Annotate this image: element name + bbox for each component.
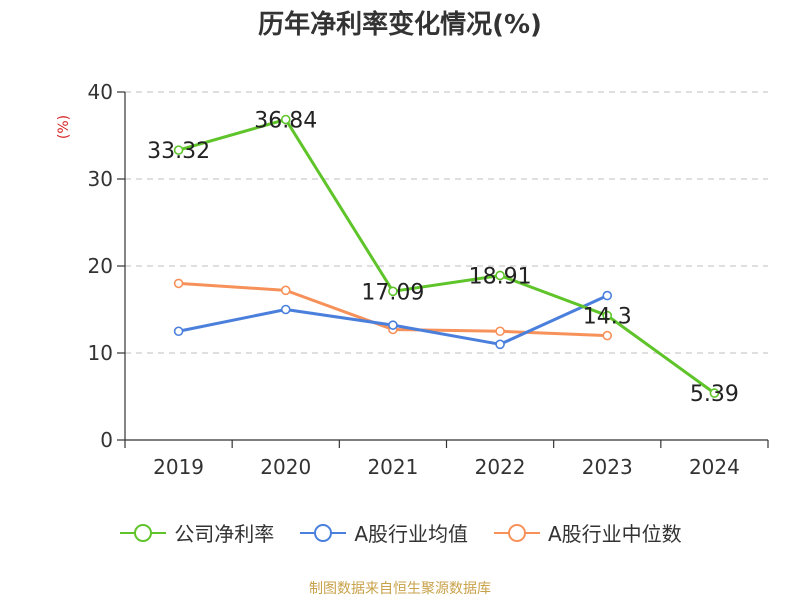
legend-label: A股行业中位数 — [548, 522, 682, 546]
chart-title: 历年净利率变化情况(%) — [258, 9, 542, 40]
data-point — [602, 290, 613, 301]
legend-marker — [494, 523, 540, 542]
y-tick-label: 0 — [100, 428, 113, 452]
data-label: 14.3 — [583, 305, 632, 330]
data-point — [173, 326, 184, 337]
legend-marker — [120, 523, 167, 542]
series-line — [178, 117, 716, 395]
source-footer: 制图数据来自恒生聚源数据库 — [309, 581, 491, 597]
legend-item[interactable]: A股行业均值 — [298, 518, 468, 547]
x-tick-label: 2022 — [475, 455, 526, 479]
data-point — [280, 114, 291, 125]
x-tick-label: 2020 — [260, 455, 311, 479]
x-tick-label: 2019 — [153, 455, 204, 479]
legend-label: 公司净利率 — [174, 522, 275, 546]
data-point — [173, 145, 184, 155]
x-tick-label: 2021 — [367, 455, 418, 479]
legend-marker — [300, 523, 347, 542]
data-point — [602, 330, 613, 341]
data-label: 5.39 — [690, 382, 739, 407]
data-point — [495, 270, 505, 281]
x-tick-label: 2023 — [582, 455, 633, 479]
data-point — [495, 339, 505, 350]
data-point — [173, 278, 184, 289]
y-tick-label: 40 — [88, 80, 113, 104]
data-point — [388, 320, 398, 330]
data-point — [495, 326, 505, 337]
y-tick-label: 20 — [88, 254, 113, 278]
legend-label: A股行业均值 — [354, 522, 468, 546]
data-point — [280, 285, 291, 296]
data-label: 18.91 — [469, 264, 532, 289]
data-label: 17.09 — [361, 280, 424, 305]
data-label: 33.32 — [147, 139, 210, 164]
data-point — [280, 304, 291, 315]
y-axis-label: (%) — [56, 115, 72, 139]
y-tick-label: 30 — [88, 167, 113, 191]
legend-item[interactable]: 公司净利率 — [118, 518, 274, 547]
data-point — [709, 388, 720, 398]
legend-circle — [134, 523, 153, 542]
legend-item[interactable]: A股行业中位数 — [492, 518, 682, 547]
legend: 公司净利率 A股行业均值 A股行业中位数 — [0, 518, 800, 547]
legend-circle — [508, 523, 526, 542]
data-point — [388, 286, 398, 297]
y-tick-label: 10 — [88, 341, 113, 365]
data-label: 36.84 — [254, 108, 317, 133]
x-tick-label: 2024 — [689, 455, 740, 479]
data-point — [602, 310, 613, 321]
legend-circle — [314, 523, 333, 542]
